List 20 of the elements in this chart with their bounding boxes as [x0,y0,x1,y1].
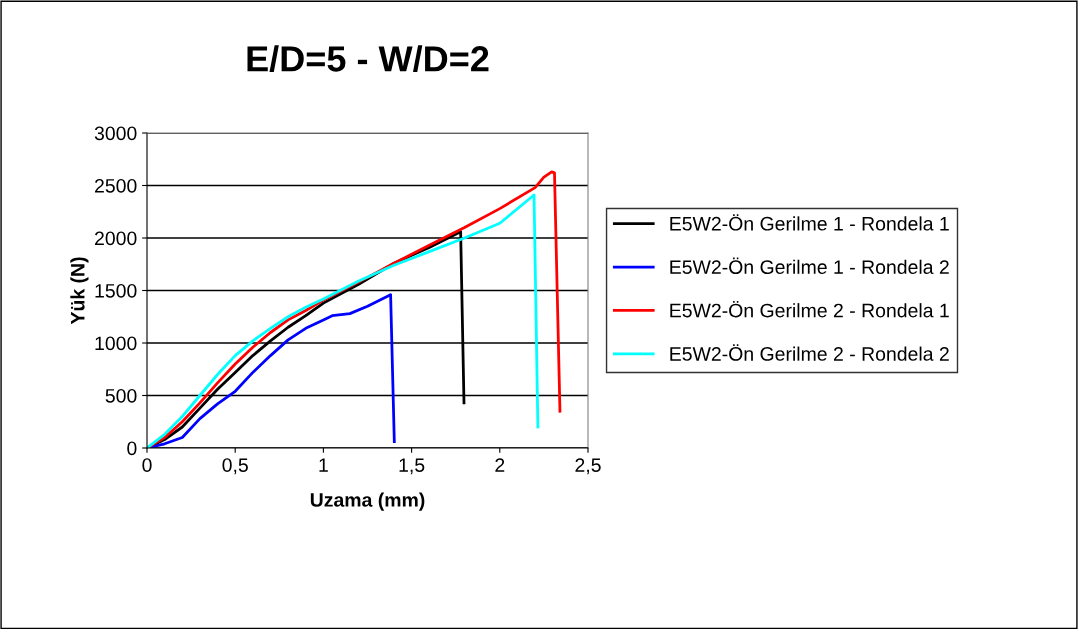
x-tick-label: 2 [495,458,505,472]
y-tick-label: 1500 [95,283,137,298]
y-axis-title: Yük (N) [70,257,89,325]
legend-label: E5W2-Ön Gerilme 1 - Rondela 2 [670,257,949,275]
x-tick-label: 0,5 [222,458,248,475]
y-tick-label: 2000 [95,231,137,246]
y-tick-label: 3000 [94,126,137,141]
x-axis-title: Uzama (mm) [310,492,425,511]
x-tick-label: 0 [142,458,152,472]
x-tick-label: 1 [319,458,328,472]
y-tick-label: 500 [105,388,137,403]
legend-label: E5W2-Ön Gerilme 2 - Rondela 2 [670,344,949,361]
y-tick-label: 2500 [95,178,137,193]
x-tick-label: 1,5 [399,458,425,475]
legend-label: E5W2-Ön Gerilme 2 - Rondela 1 [670,300,949,318]
y-tick-label: 1000 [95,336,137,351]
y-tick-label: 0 [127,441,137,456]
x-tick-label: 2,5 [575,458,601,475]
chart-title: E/D=5 - W/D=2 [247,45,489,73]
legend-label: E5W2-Ön Gerilme 1 - Rondela 1 [670,214,949,231]
